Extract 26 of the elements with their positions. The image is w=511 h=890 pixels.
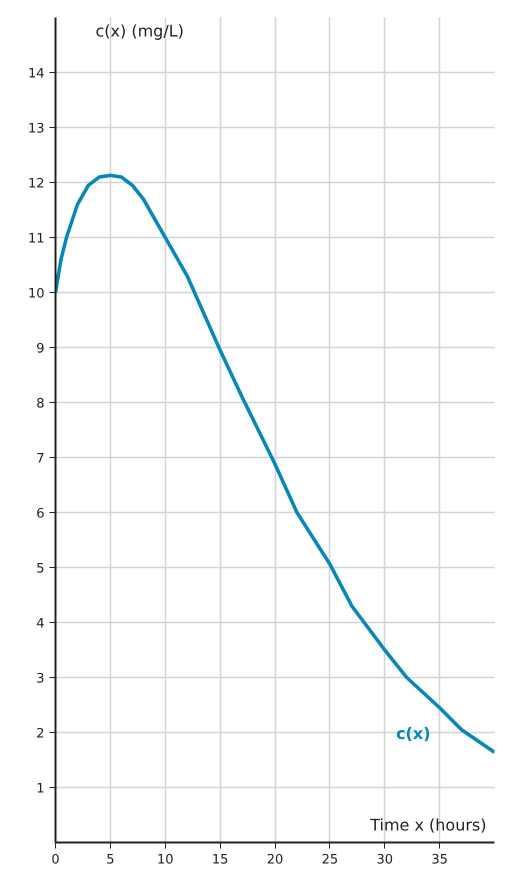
series-label: c(x) bbox=[396, 724, 431, 743]
x-tick-label: 25 bbox=[322, 852, 338, 868]
y-tick-label: 7 bbox=[36, 452, 45, 466]
x-tick-label: 30 bbox=[376, 852, 394, 868]
y-tick-label: 10 bbox=[28, 286, 45, 302]
y-axis-title: c(x) (mg/L) bbox=[96, 22, 184, 40]
y-tick-label: 8 bbox=[36, 396, 45, 412]
x-axis-title: Time x (hours) bbox=[369, 816, 486, 834]
y-tick-label: 4 bbox=[36, 616, 45, 632]
y-tick-label: 3 bbox=[36, 672, 45, 686]
y-tick-label: 14 bbox=[28, 66, 45, 82]
y-tick-label: 1 bbox=[36, 782, 45, 796]
x-tick-label: 20 bbox=[266, 852, 284, 868]
x-tick-label: 15 bbox=[212, 852, 228, 868]
x-tick-label: 0 bbox=[51, 852, 60, 868]
y-tick-label: 2 bbox=[36, 726, 45, 742]
x-tick-label: 10 bbox=[156, 852, 174, 868]
y-tick-label: 9 bbox=[36, 342, 45, 356]
x-tick-label: 5 bbox=[106, 852, 115, 868]
y-tick-label: 13 bbox=[28, 122, 45, 136]
y-tick-label: 5 bbox=[36, 562, 45, 576]
x-tick-label: 35 bbox=[431, 852, 448, 868]
y-tick-label: 11 bbox=[28, 232, 45, 246]
y-tick-label: 12 bbox=[28, 176, 45, 192]
line-series bbox=[56, 174, 494, 754]
y-tick-label: 6 bbox=[36, 506, 45, 522]
